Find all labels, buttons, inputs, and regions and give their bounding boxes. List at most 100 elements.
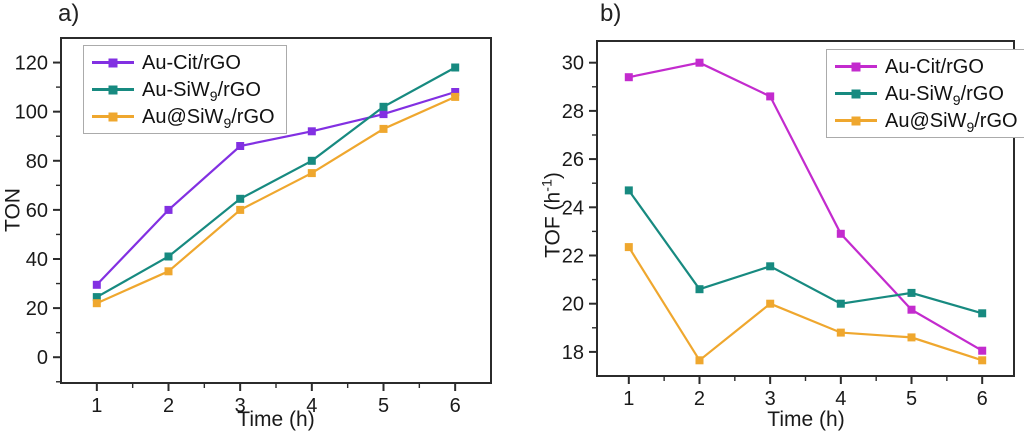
legend-marker-square-icon (851, 116, 861, 125)
data-point-marker (695, 58, 704, 67)
x-axis-label-a: Time (h) (237, 408, 315, 431)
data-point-marker (307, 156, 316, 165)
data-point-marker (766, 92, 775, 101)
y-tick-label: 80 (26, 151, 48, 173)
legend-marker-square-icon (851, 62, 861, 71)
data-point-marker (907, 288, 916, 297)
legend-label: Au@SiW9/rGO (885, 109, 1018, 135)
legend-label: Au@SiW9/rGO (142, 105, 275, 131)
y-tick-label: 26 (562, 149, 584, 171)
x-tick-label: 2 (163, 395, 174, 417)
data-point-marker (379, 102, 388, 111)
series-au-cit-rgo-a (92, 88, 460, 289)
data-point-marker (307, 169, 316, 178)
series-line (627, 246, 983, 362)
x-tick-label: 5 (378, 395, 389, 417)
legend-b: Au-Cit/rGO Au-SiW9/rGO Au@SiW9/rGO (826, 49, 1024, 138)
x-tick-label: 4 (835, 388, 846, 410)
panel-label-a: a) (58, 0, 80, 27)
data-point-marker (379, 124, 388, 133)
y-tick-label: 60 (26, 200, 48, 222)
series-au-siw9-rgo-b (624, 243, 987, 365)
legend-marker-line (835, 116, 877, 125)
x-tick-label: 2 (694, 388, 705, 410)
data-point-marker (624, 243, 633, 252)
data-point-marker (236, 194, 245, 203)
data-point-marker (451, 63, 460, 72)
data-point-marker (307, 127, 316, 136)
legend-item-au-siw9-rgo: Au-SiW9/rGO (92, 76, 275, 103)
y-tick-label: 24 (562, 197, 584, 219)
data-point-marker (836, 299, 845, 308)
series-line (628, 61, 983, 352)
data-point-marker (978, 346, 987, 355)
legend-label: Au-SiW9/rGO (142, 78, 261, 104)
data-point-marker (624, 73, 633, 82)
data-point-marker (379, 110, 388, 119)
y-tick-label: 120 (15, 53, 48, 75)
chart-panel-b: 1 2 3 4 5 6 18 20 22 24 26 28 30 (562, 40, 1015, 410)
x-tick-label: 5 (906, 388, 917, 410)
legend-marker-line (835, 62, 877, 71)
y-tick-label: 28 (562, 101, 584, 123)
data-point-marker (92, 280, 101, 289)
data-point-marker (695, 285, 704, 294)
data-point-marker (92, 299, 101, 308)
y-tick-label: 20 (562, 294, 584, 316)
x-tick-label: 6 (450, 395, 461, 417)
series-au-siw9-rgo-b (624, 186, 987, 318)
y-tick-label: 18 (562, 342, 584, 364)
y-axis-label-b: TOF (h-1) (539, 172, 565, 258)
legend-marker-square-icon (108, 85, 118, 94)
x-tick-label: 1 (91, 395, 102, 417)
data-point-marker (624, 186, 633, 195)
data-point-marker (236, 205, 245, 214)
x-axis-label-b: Time (h) (767, 408, 845, 431)
series-au-cit-rgo-b (624, 58, 987, 355)
y-tick-label: 22 (562, 245, 584, 267)
legend-marker-line (92, 85, 134, 94)
legend-a: Au-Cit/rGO Au-SiW9/rGO Au@SiW9/rGO (83, 45, 287, 134)
data-point-marker (836, 328, 845, 337)
legend-marker-line (92, 58, 134, 67)
y-tick-label: 0 (37, 347, 48, 369)
y-tick-label: 40 (26, 249, 48, 271)
legend-item-au-siw9-rgo: Au-SiW9/rGO (835, 80, 1018, 107)
data-point-marker (978, 356, 987, 365)
legend-marker-line (835, 89, 877, 98)
data-point-marker (451, 92, 460, 101)
data-point-marker (978, 309, 987, 318)
y-tick-label: 100 (15, 102, 48, 124)
x-tick-label: 1 (623, 388, 634, 410)
legend-label: Au-Cit/rGO (885, 55, 984, 78)
data-point-marker (836, 229, 845, 238)
legend-marker-square-icon (108, 58, 118, 67)
series-line (627, 189, 983, 315)
x-tick-label: 6 (977, 388, 988, 410)
data-point-marker (451, 88, 460, 96)
legend-item-au-siw9-rgo: Au@SiW9/rGO (92, 103, 275, 130)
data-point-marker (907, 333, 916, 342)
panel-label-b: b) (600, 0, 622, 27)
data-point-marker (695, 356, 704, 365)
data-point-marker (164, 252, 173, 261)
x-tick-label: 3 (765, 388, 776, 410)
legend-marker-square-icon (108, 112, 118, 121)
data-point-marker (766, 262, 775, 271)
data-point-marker (164, 267, 173, 276)
series-au-siw9-rgo-a (92, 92, 460, 308)
y-tick-label: 30 (562, 53, 584, 75)
legend-item-au-siw9-rgo: Au@SiW9/rGO (835, 107, 1018, 134)
series-line (96, 66, 456, 299)
legend-item-au-cit-rgo: Au-Cit/rGO (835, 53, 1018, 80)
y-tick-label: 20 (26, 298, 48, 320)
data-point-marker (766, 299, 775, 308)
legend-marker-square-icon (851, 89, 861, 98)
x-tick-label: 4 (306, 395, 317, 417)
data-point-marker (236, 142, 245, 150)
series-line (96, 90, 456, 286)
legend-item-au-cit-rgo: Au-Cit/rGO (92, 49, 275, 76)
data-point-marker (907, 305, 916, 314)
